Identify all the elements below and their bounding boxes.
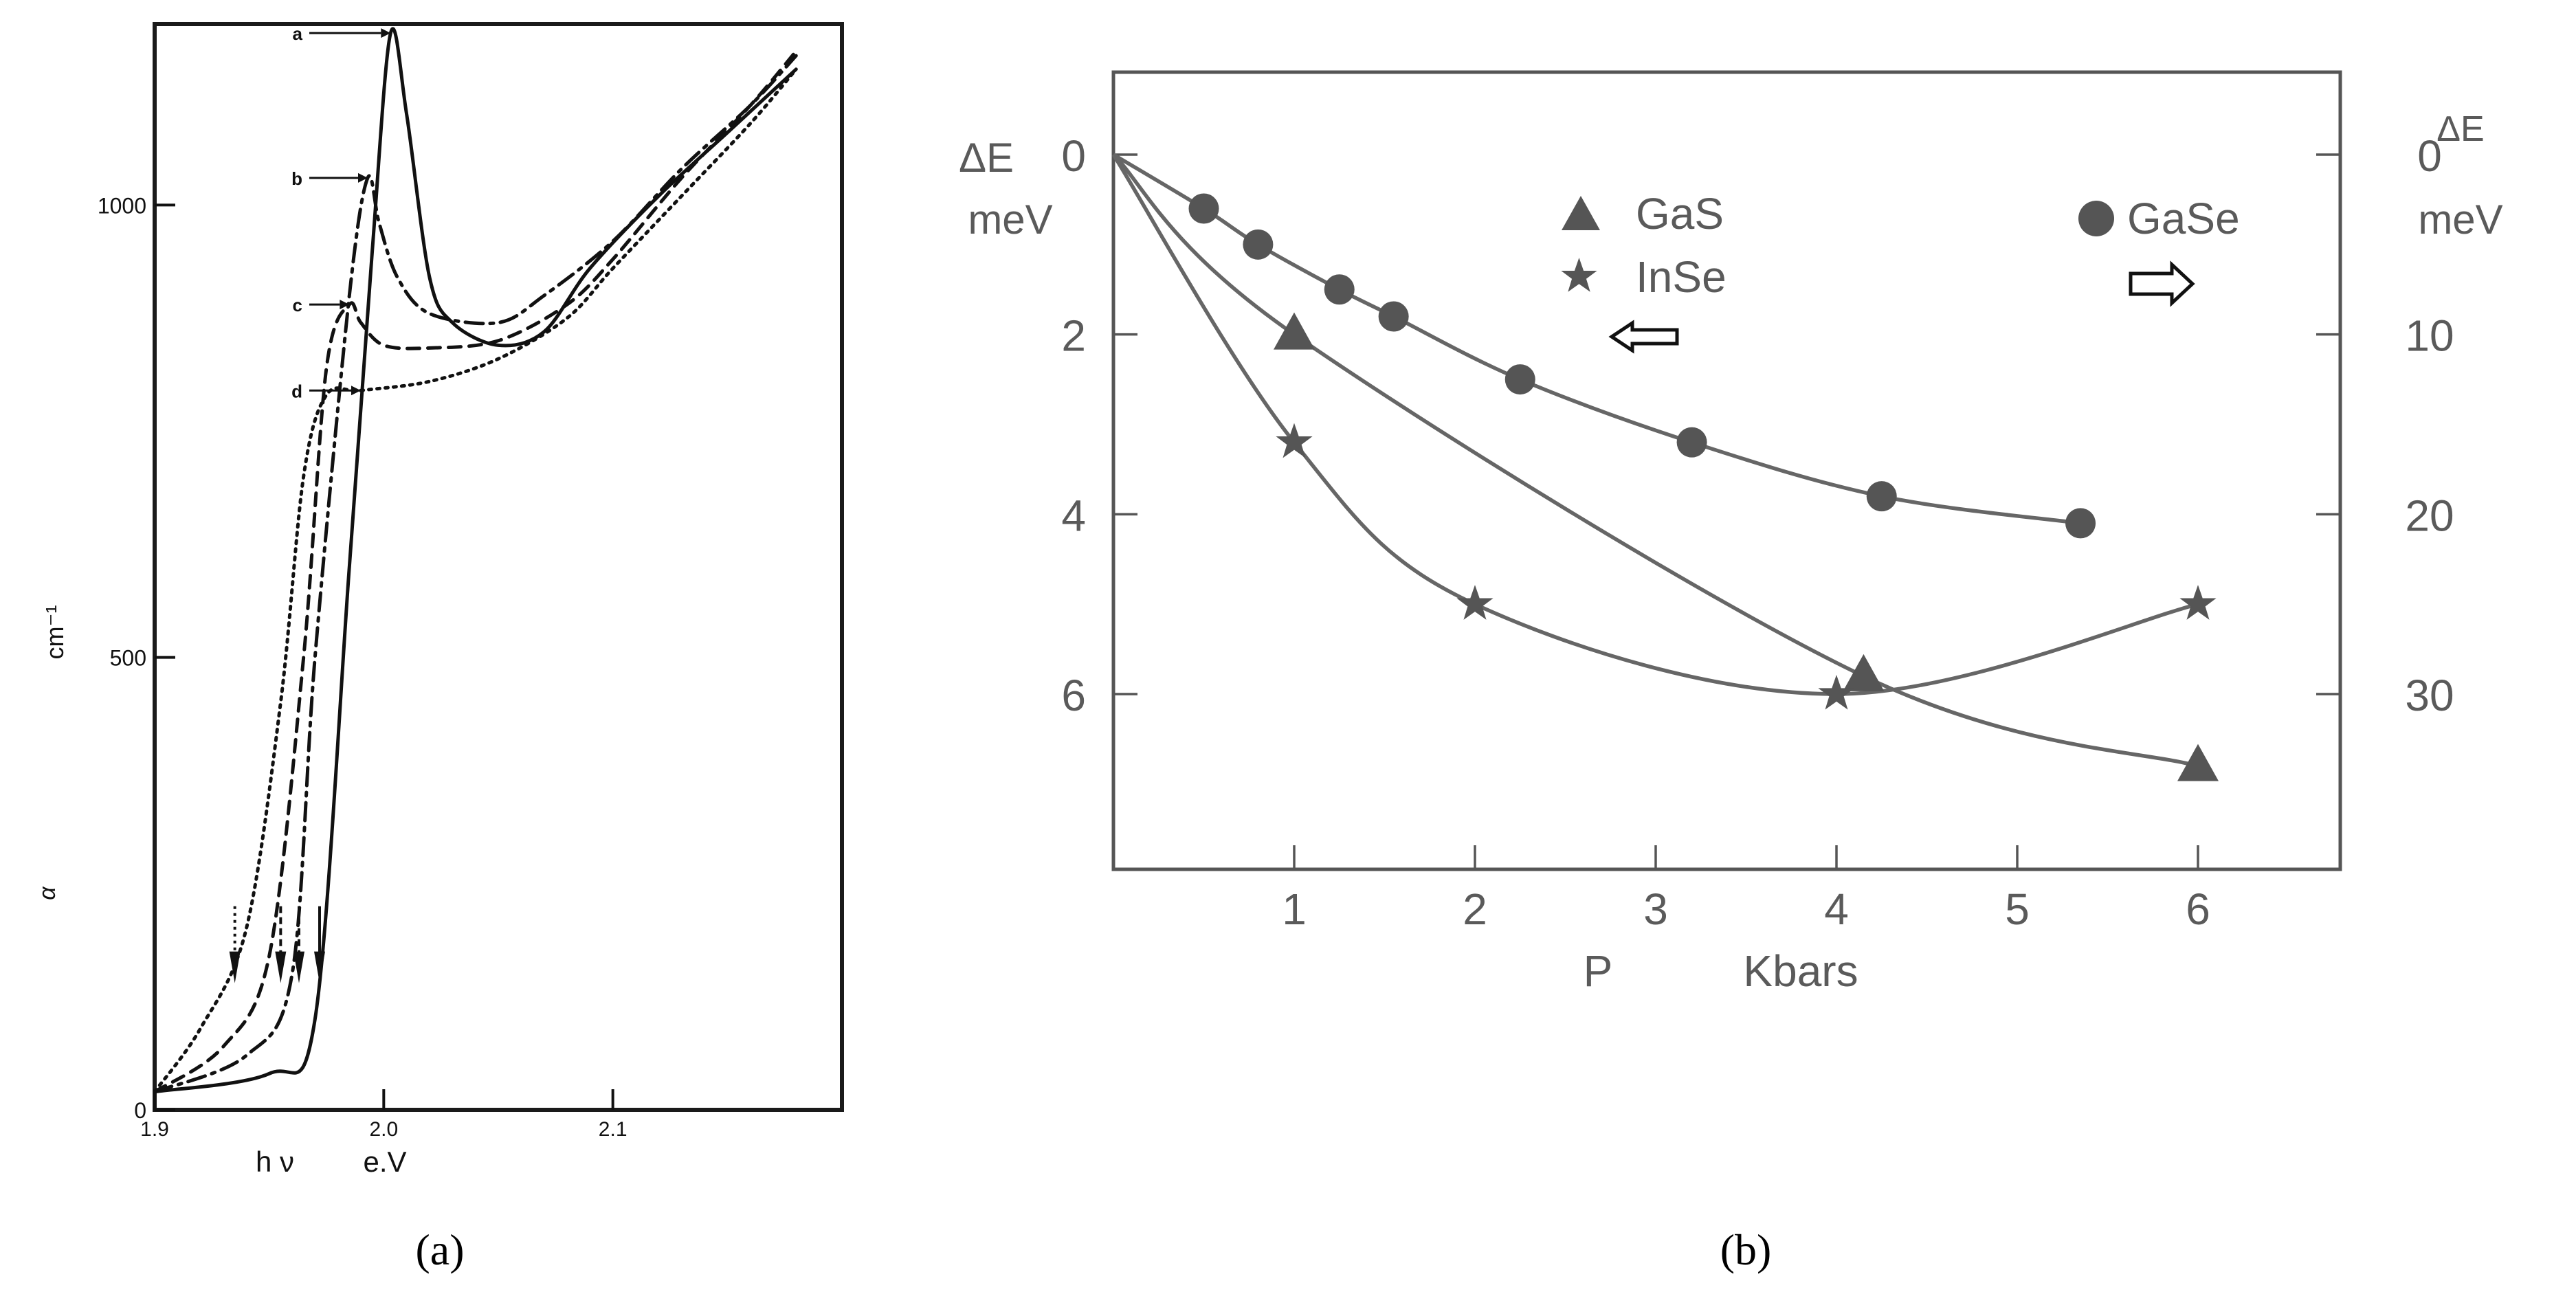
panel-a-onset-arrowhead <box>293 951 304 983</box>
panel-b-x-tick-label: 4 <box>1824 884 1849 934</box>
panel-b-points <box>1188 193 2219 781</box>
panel-a-frame <box>153 22 844 1112</box>
panel-b-right-y-tick-label: 20 <box>2405 491 2454 540</box>
panel-a-curves <box>153 27 798 1094</box>
left-arrow-icon <box>1608 320 1679 354</box>
panel-b-x-ticks: 1 2 3 4 5 6 <box>1282 845 2210 934</box>
panel-b-x-tick-label: 3 <box>1643 884 1668 934</box>
panel-a-peak-label-b: b <box>291 168 302 189</box>
panel-b-left-y-ticks: 0 2 4 6 <box>1061 131 1137 720</box>
panel-a-x-axis-symbol: h ν <box>256 1146 294 1178</box>
panel-b-legend: GaS InSe GaSe <box>1561 189 2240 354</box>
panel-a-y-tick-label: 500 <box>110 646 146 671</box>
gase-data-point <box>1866 481 1897 512</box>
panel-b-left-y-tick-label: 0 <box>1061 131 1086 181</box>
panel-a-markers: a b c d <box>229 23 391 983</box>
panel-a-curve-b <box>153 54 798 1094</box>
panel-a-y-tick-label: 0 <box>134 1098 146 1123</box>
gas-data-point <box>1843 654 1885 691</box>
panel-a-chart: 0 500 1000 1.9 2.0 2.1 a b c d α cm⁻¹ h ν e.V <box>34 22 844 1178</box>
panel-a-curve-d <box>153 67 798 1094</box>
panel-a-peak-label-c: c <box>293 295 302 315</box>
panel-a-y-ticks: 0 500 1000 <box>98 193 175 1123</box>
gase-data-point <box>1378 301 1409 332</box>
panel-a-x-ticks: 1.9 2.0 2.1 <box>140 1089 628 1141</box>
gas-data-point <box>2177 744 2219 781</box>
inse-data-point <box>1456 585 1494 620</box>
gase-data-point <box>1188 193 1219 224</box>
panel-b-left-y-unit: meV <box>968 197 1052 243</box>
panel-a-y-tick-label: 1000 <box>98 193 146 218</box>
panel-a-y-axis-unit: cm⁻¹ <box>41 605 69 660</box>
gase-data-point <box>1324 274 1355 305</box>
legend-gas-label: GaS <box>1636 189 1724 238</box>
panel-a-x-tick-label: 1.9 <box>140 1118 169 1141</box>
panel-b-x-tick-label: 6 <box>2186 884 2210 934</box>
panel-a-peak-label-d: d <box>291 381 302 401</box>
gase-data-point <box>2065 508 2096 539</box>
panel-a-x-tick-label: 2.1 <box>599 1118 628 1141</box>
gase-data-point <box>1243 229 1274 260</box>
inse-data-point <box>2179 585 2217 620</box>
gase-data-point <box>1504 364 1535 395</box>
panel-b-curves <box>1111 153 2199 768</box>
legend-triangle-icon <box>1562 196 1600 230</box>
panel-b-x-tick-label: 1 <box>1282 884 1307 934</box>
panel-b-right-y-tick-label: 10 <box>2405 311 2454 361</box>
panel-a-x-axis-unit: e.V <box>363 1146 406 1178</box>
panel-b-left-y-tick-label: 4 <box>1061 491 1086 540</box>
panel-a-curve-c <box>153 49 798 1094</box>
panel-b-caption: (b) <box>1720 1225 1772 1274</box>
panel-a-peak-arrowhead <box>340 300 350 310</box>
panel-b-right-y-tick-label: 30 <box>2405 671 2454 720</box>
panel-b-x-tick-label: 5 <box>2005 884 2030 934</box>
panel-a-y-axis-symbol: α <box>34 886 60 900</box>
panel-a-curve-a <box>153 27 798 1094</box>
panel-b-left-y-tick-label: 6 <box>1061 671 1086 720</box>
panel-a-onset-arrowhead <box>275 951 287 983</box>
panel-b-x-axis-label: P <box>1584 946 1613 996</box>
legend-circle-icon <box>2078 201 2114 236</box>
panel-b-x-tick-label: 2 <box>1463 884 1487 934</box>
panel-b-curve-gas <box>1112 153 2199 768</box>
legend-star-icon <box>1561 258 1597 292</box>
legend-gase-label: GaSe <box>2127 194 2240 243</box>
panel-b-left-y-tick-label: 2 <box>1061 311 1086 361</box>
panel-b-right-y-tick-label: 0 <box>2417 131 2442 181</box>
panel-b-right-y-ticks: 0 10 20 30 <box>2316 131 2454 720</box>
panel-a-peak-arrowhead <box>351 386 361 396</box>
panel-b-left-y-symbol: ΔE <box>959 135 1014 181</box>
panel-b-right-y-unit: meV <box>2418 197 2502 243</box>
panel-a-x-tick-label: 2.0 <box>369 1118 398 1141</box>
panel-b-curve-gase <box>1112 153 2081 526</box>
gas-data-point <box>1274 312 1315 350</box>
panel-a-peak-label-a: a <box>293 23 303 44</box>
right-arrow-icon <box>2129 260 2195 307</box>
panel-a-onset-arrowhead <box>314 951 325 983</box>
panel-b-x-axis-unit: Kbars <box>1743 946 1858 996</box>
panel-a-caption: (a) <box>415 1225 464 1274</box>
legend-inse-label: InSe <box>1636 252 1726 302</box>
panel-b-frame <box>1111 70 2342 871</box>
panel-a-peak-arrowhead <box>381 28 391 38</box>
gase-data-point <box>1676 427 1707 458</box>
panel-a-onset-arrowhead <box>229 951 241 983</box>
panel-b-chart: 0 2 4 6 0 10 20 30 1 2 3 4 5 6 ΔE meV ΔE meV P Kbar… <box>959 70 2503 996</box>
panel-b-right-y-symbol: ΔE <box>2436 109 2484 149</box>
panel-b-curve-inse <box>1111 153 2199 696</box>
panel-a-peak-arrowhead <box>358 172 368 183</box>
